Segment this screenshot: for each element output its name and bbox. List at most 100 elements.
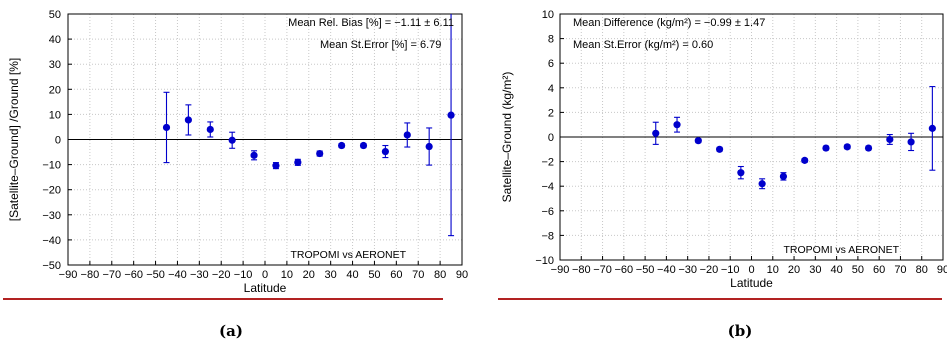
panel-b-y-tick-label: 4 (548, 83, 554, 95)
panel-b-x-tick-label: 40 (830, 264, 842, 276)
panel-b-x-tick-label: −70 (593, 264, 612, 276)
panel-b-x-axis-label: Latitude (730, 276, 773, 290)
panel-a-x-tick-label: −80 (81, 269, 100, 281)
panel-b-y-tick-label: 2 (548, 107, 554, 119)
panel-b-y-tick-label: 8 (548, 34, 554, 46)
panel-a-y-tick-label: 10 (49, 109, 61, 121)
panel-a-data-point (425, 142, 433, 151)
panel-a-data-point (381, 147, 389, 156)
panel-b-label: (b) (727, 322, 753, 340)
panel-a-y-tick-label: −40 (42, 235, 61, 247)
panel-b-source-annotation: TROPOMI vs AERONET (783, 244, 899, 256)
panel-a-x-tick-label: 80 (434, 269, 446, 281)
panel-a-x-tick-label: 10 (281, 269, 293, 281)
panel-b-x-tick-label: 10 (767, 264, 779, 276)
panel-a-x-tick-label: −30 (190, 269, 209, 281)
panel-b-x-tick-label: −40 (657, 264, 676, 276)
panel-b-data-point (779, 172, 788, 180)
panel-b-x-tick-label: 60 (873, 264, 885, 276)
panel-b-x-tick-label: 80 (916, 264, 928, 276)
panel-b-x-tick-label: 0 (748, 264, 754, 276)
panel-b-divider-rule (498, 298, 942, 300)
panel-b-x-tick-label: 70 (894, 264, 906, 276)
panel-b-y-tick-label: −2 (541, 157, 554, 169)
panel-b-x-tick-label: −60 (614, 264, 633, 276)
panel-b-st-error-annotation: Mean St.Error (kg/m²) = 0.60 (573, 39, 713, 51)
panel-b-y-tick-label: 6 (548, 58, 554, 70)
panel-a-data-point (316, 149, 324, 158)
panel-a-x-tick-label: 0 (262, 269, 268, 281)
panel-a-y-axis-label: [Satellite–Ground] /Ground [%] (7, 58, 21, 221)
panel-b-x-tick-label: −30 (678, 264, 697, 276)
panel-b-x-tick-label: −90 (551, 264, 570, 276)
panel-b-x-tick-label: 90 (937, 264, 947, 276)
panel-a-data-point (206, 125, 214, 134)
panel-a-y-tick-label: −50 (42, 260, 61, 272)
panel-b-data-point (737, 169, 745, 177)
panel-a-x-tick-label: −10 (234, 269, 253, 281)
panel-a-source-annotation: TROPOMI vs AERONET (290, 249, 406, 261)
panel-b-data-point (864, 144, 873, 152)
panel-a-x-tick-label: 40 (346, 269, 358, 281)
panel-a-x-tick-label: 50 (368, 269, 380, 281)
panel-a-y-tick-label: −30 (42, 210, 61, 222)
panel-a-y-tick-label: 50 (49, 9, 61, 21)
panel-b-data-point (694, 137, 702, 145)
panel-a-x-tick-label: 70 (412, 269, 424, 281)
panel-b-data-point (928, 124, 936, 132)
panel-b-data-point (801, 156, 809, 164)
panel-a-label: (a) (219, 322, 243, 340)
panel-b-data-point (673, 121, 681, 129)
panel-a-mean-bias-annotation: Mean Rel. Bias [%] = −1.11 ± 6.11 (288, 17, 454, 29)
panel-b-x-tick-label: 50 (852, 264, 864, 276)
panel-b-x-tick-label: −10 (721, 264, 740, 276)
panel-b-x-tick-label: −50 (636, 264, 655, 276)
panel-b-x-tick-label: −20 (700, 264, 719, 276)
panel-a-data-point (294, 158, 302, 166)
panel-b-data-point (715, 145, 724, 153)
panel-a-x-tick-label: −40 (168, 269, 187, 281)
panel-a-data-point (272, 162, 280, 170)
panel-a-x-tick-label: 90 (456, 269, 468, 281)
panel-a-data-point (403, 131, 411, 139)
panel-a-y-tick-label: 20 (49, 84, 61, 96)
panel-a-data-point (184, 116, 192, 124)
panel-a-y-tick-label: −20 (42, 185, 61, 197)
panel-a-x-tick-label: −20 (212, 269, 231, 281)
panel-a-x-tick-label: −90 (59, 269, 78, 281)
panel-a-x-tick-label: 60 (390, 269, 402, 281)
panel-a-st-error-annotation: Mean St.Error [%] = 6.79 (320, 39, 441, 51)
panel-a-x-tick-label: −70 (102, 269, 121, 281)
panel-b-y-tick-label: −6 (541, 206, 554, 218)
panel-a-x-tick-label: −60 (124, 269, 143, 281)
panel-b-y-tick-label: 0 (548, 132, 554, 144)
panel-b-data-point (843, 143, 851, 151)
panel-b-data-point (907, 138, 915, 146)
panel-a-x-tick-label: 20 (303, 269, 315, 281)
panel-a-y-tick-label: 40 (49, 34, 61, 46)
panel-b-data-point (822, 144, 830, 152)
panel-b-chart: −90 −80 −70 −60 −50 −40 −30 −20 −10 0 10 20 30 40 50 60… (500, 9, 947, 290)
panel-b-y-tick-label: −8 (541, 230, 554, 242)
panel-b-y-tick-label: −10 (535, 255, 554, 267)
panel-b-mean-difference-annotation: Mean Difference (kg/m²) = −0.99 ± 1.47 (573, 17, 765, 29)
panel-a-x-axis-label: Latitude (244, 281, 287, 295)
panel-b-data-point (886, 135, 894, 144)
panel-a-data-point (447, 111, 455, 119)
panel-a-data-point (250, 151, 258, 159)
panel-a-divider-rule (3, 298, 443, 300)
panel-a-y-tick-label: −10 (42, 160, 61, 172)
panel-a-data-point (338, 141, 346, 150)
panel-a-x-tick-label: 30 (325, 269, 337, 281)
panel-b-x-tick-label: −80 (572, 264, 591, 276)
panel-b-data-point (758, 180, 766, 188)
panel-b-data-point (652, 129, 660, 137)
panel-b-y-axis-label: Satellite–Ground (kg/m²) (500, 72, 514, 203)
panel-b-y-tick-label: 10 (542, 9, 554, 21)
panel-b-x-tick-label: 30 (809, 264, 821, 276)
panel-a-y-tick-label: 30 (49, 59, 61, 71)
panel-a-data-point (228, 136, 236, 144)
panel-a-chart: −90 −80 −70 −60 −50 −40 −30 −20 −10 0 10 20 30 40 50 60… (7, 9, 468, 295)
panel-a-y-tick-label: 0 (55, 135, 61, 147)
